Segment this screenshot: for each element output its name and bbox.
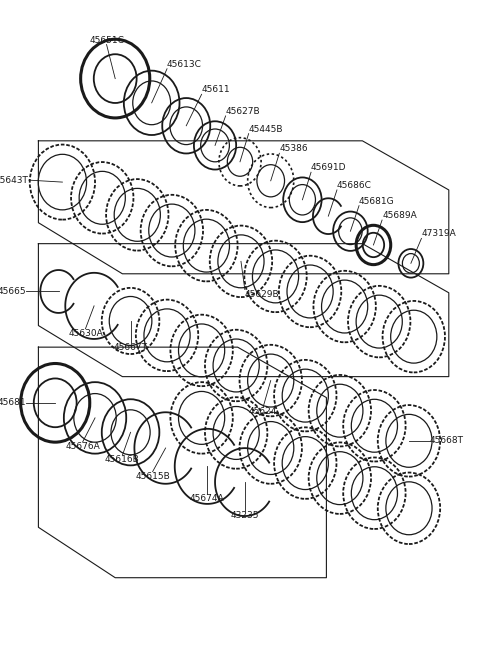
Text: 45643T: 45643T <box>0 176 29 185</box>
Text: 45629B: 45629B <box>245 290 279 299</box>
Text: 45689A: 45689A <box>382 211 417 220</box>
Text: 45613C: 45613C <box>167 60 202 69</box>
Text: 45651C: 45651C <box>89 35 124 45</box>
Text: 45681G: 45681G <box>359 196 395 206</box>
Text: 45686C: 45686C <box>337 181 372 190</box>
Text: 45665: 45665 <box>0 287 26 296</box>
Text: 45676A: 45676A <box>65 442 100 451</box>
Text: 45615B: 45615B <box>135 472 170 481</box>
Text: 45616B: 45616B <box>105 455 140 464</box>
Text: 45691D: 45691D <box>311 163 347 172</box>
Text: 45681: 45681 <box>0 398 26 407</box>
Text: 45624: 45624 <box>249 407 277 417</box>
Text: 47319A: 47319A <box>421 229 456 238</box>
Text: 45386: 45386 <box>279 144 308 153</box>
Text: 45674A: 45674A <box>190 494 225 503</box>
Text: 45668T: 45668T <box>430 436 464 445</box>
Text: 45667T: 45667T <box>114 343 147 352</box>
Text: 43235: 43235 <box>230 511 259 520</box>
Text: 45611: 45611 <box>202 85 230 94</box>
Text: 45627B: 45627B <box>226 107 260 116</box>
Text: 45630A: 45630A <box>68 329 103 338</box>
Text: 45445B: 45445B <box>249 124 283 134</box>
